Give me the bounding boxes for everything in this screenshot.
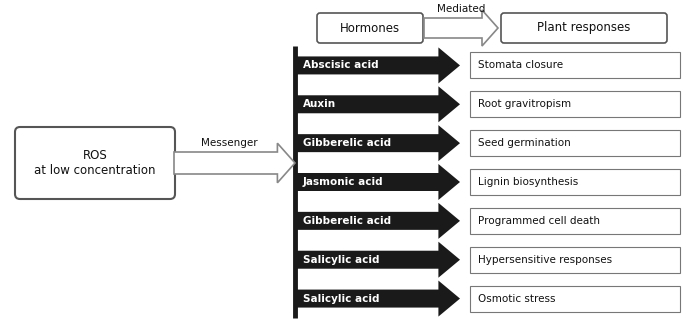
Polygon shape: [295, 164, 460, 200]
Text: Root gravitropism: Root gravitropism: [478, 99, 571, 109]
Polygon shape: [174, 143, 295, 183]
FancyBboxPatch shape: [470, 169, 680, 195]
FancyBboxPatch shape: [470, 52, 680, 79]
Text: Abscisic acid: Abscisic acid: [303, 60, 379, 70]
Polygon shape: [295, 281, 460, 317]
Polygon shape: [295, 125, 460, 161]
Text: Stomata closure: Stomata closure: [478, 60, 563, 70]
Text: Gibberelic acid: Gibberelic acid: [303, 216, 391, 226]
FancyBboxPatch shape: [470, 247, 680, 273]
Text: ROS
at low concentration: ROS at low concentration: [34, 149, 156, 177]
Text: Gibberelic acid: Gibberelic acid: [303, 138, 391, 148]
Text: Auxin: Auxin: [303, 99, 336, 109]
Text: Programmed cell death: Programmed cell death: [478, 216, 600, 226]
Text: Salicylic acid: Salicylic acid: [303, 294, 380, 304]
Text: Messenger: Messenger: [201, 138, 258, 148]
Text: Seed germination: Seed germination: [478, 138, 570, 148]
Text: Jasmonic acid: Jasmonic acid: [303, 177, 384, 187]
Text: Osmotic stress: Osmotic stress: [478, 294, 555, 304]
Polygon shape: [295, 47, 460, 83]
FancyBboxPatch shape: [470, 130, 680, 156]
Polygon shape: [295, 86, 460, 122]
Text: Hormones: Hormones: [340, 22, 400, 35]
Text: Plant responses: Plant responses: [537, 22, 630, 35]
FancyBboxPatch shape: [470, 91, 680, 117]
Polygon shape: [295, 242, 460, 278]
FancyBboxPatch shape: [501, 13, 667, 43]
Text: Salicylic acid: Salicylic acid: [303, 255, 380, 265]
Text: Lignin biosynthesis: Lignin biosynthesis: [478, 177, 578, 187]
FancyBboxPatch shape: [15, 127, 175, 199]
FancyBboxPatch shape: [470, 286, 680, 312]
FancyBboxPatch shape: [470, 208, 680, 234]
Polygon shape: [295, 203, 460, 239]
Text: Mediated: Mediated: [437, 4, 485, 14]
Polygon shape: [424, 10, 498, 46]
FancyBboxPatch shape: [317, 13, 423, 43]
Text: Hypersensitive responses: Hypersensitive responses: [478, 255, 612, 265]
